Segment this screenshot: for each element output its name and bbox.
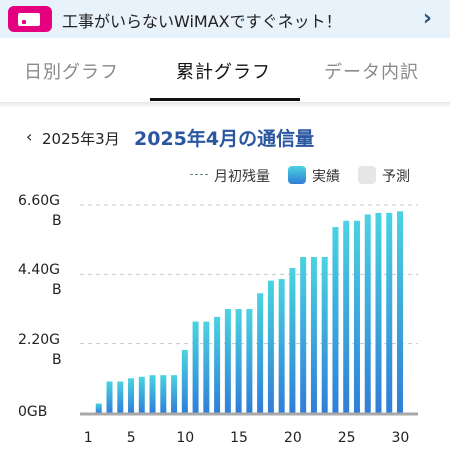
bar-day-12 [203, 321, 210, 413]
legend-forecast-label: 予測 [382, 169, 410, 185]
legend-actual-label: 実績 [312, 169, 340, 185]
bar-day-20 [289, 268, 296, 413]
y-tick-label: 2.20G [18, 331, 61, 348]
bar-day-5 [128, 378, 135, 413]
bar-day-22 [310, 257, 317, 413]
bar-day-27 [364, 214, 371, 413]
tab-bar: 日別グラフ 累計グラフ データ内訳 [0, 38, 450, 102]
x-tick-label: 20 [283, 430, 302, 446]
bar-day-15 [235, 309, 242, 413]
previous-month-link[interactable]: 2025年3月 [42, 130, 120, 148]
bar-day-10 [181, 349, 188, 413]
bar-day-21 [300, 257, 307, 413]
y-tick-label: 4.40G [18, 262, 61, 279]
legend-quota-line-swatch [190, 174, 208, 175]
tab-daily-graph[interactable]: 日別グラフ [24, 62, 119, 83]
tab-data-breakdown[interactable]: データ内訳 [324, 62, 419, 83]
bar-day-8 [160, 375, 167, 413]
current-month-title: 2025年4月の通信量 [134, 128, 315, 150]
y-tick-label: 6.60G [18, 193, 61, 209]
bar-day-2 [95, 403, 102, 413]
bar-day-19 [278, 279, 285, 413]
bar-day-29 [386, 212, 393, 413]
bar-day-14 [224, 309, 231, 413]
bar-day-23 [321, 257, 328, 413]
bar-day-3 [106, 381, 113, 413]
banner-text: 工事がいらないWiMAXですぐネット！ [62, 12, 342, 31]
y-tick-label-unit: B [52, 282, 62, 299]
bar-day-30 [397, 211, 403, 413]
promo-banner[interactable]: 工事がいらないWiMAXですぐネット！ › [0, 0, 450, 38]
legend-quota-label: 月初残量 [214, 169, 270, 185]
bar-day-6 [138, 376, 145, 413]
bar-day-26 [353, 220, 360, 413]
wifi-router-icon [8, 6, 52, 32]
y-tick-label-unit: B [52, 213, 62, 229]
bar-day-7 [149, 375, 156, 413]
bar-day-17 [257, 293, 264, 413]
bar-day-11 [192, 321, 199, 413]
y-tick-label-unit: B [52, 351, 62, 368]
bar-day-25 [343, 220, 350, 413]
legend-actual-swatch [288, 166, 306, 184]
bar-day-9 [171, 375, 178, 413]
bar-day-18 [267, 280, 274, 413]
bar-day-13 [214, 316, 221, 413]
active-tab-indicator [150, 98, 300, 101]
tab-cumulative-graph[interactable]: 累計グラフ [176, 62, 271, 83]
x-tick-label: 5 [126, 430, 136, 446]
legend-forecast-swatch [358, 166, 376, 184]
chevron-left-icon[interactable]: ‹ [26, 127, 33, 146]
x-tick-label: 25 [337, 430, 356, 446]
y-tick-label: 0GB [18, 404, 48, 420]
bar-day-28 [375, 212, 382, 413]
bar-day-24 [332, 227, 339, 413]
bar-day-16 [246, 309, 253, 413]
bar-day-4 [117, 381, 124, 413]
x-tick-label: 15 [230, 430, 248, 446]
tab-bar-shadow [0, 102, 450, 108]
x-tick-label: 1 [83, 430, 93, 446]
x-tick-label: 30 [391, 430, 410, 446]
x-tick-label: 10 [176, 430, 195, 446]
chevron-right-icon[interactable]: › [422, 6, 432, 31]
